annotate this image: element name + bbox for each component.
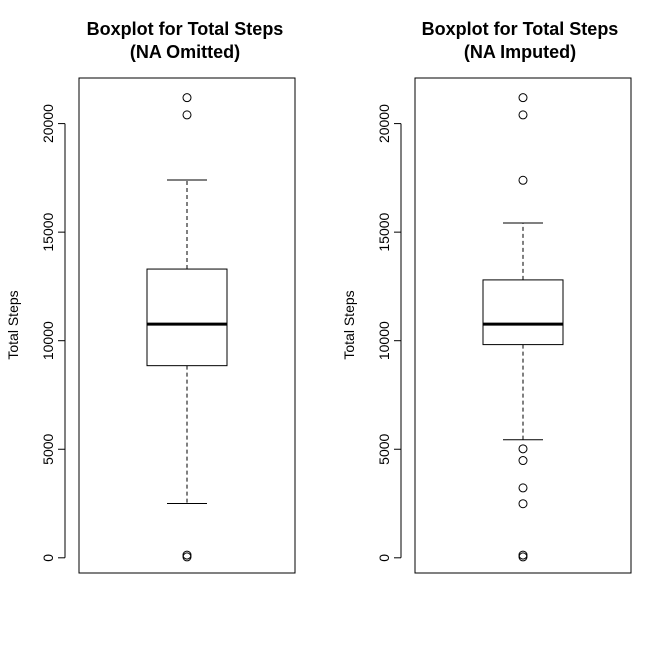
panel-2-outlier-point	[518, 483, 528, 493]
panel-2-outlier-point	[518, 175, 528, 185]
panel-2-outlier-point	[518, 552, 528, 562]
panel-1-y-tick-label-0: 0	[40, 554, 56, 562]
panel-1-y-tick-label-20000: 20000	[40, 104, 56, 143]
panel-1-y-tick-label-5000: 5000	[40, 433, 56, 464]
panel-2-outlier-point	[518, 444, 528, 454]
panel-2-y-tick-label-5000: 5000	[376, 433, 392, 464]
panel-1-outlier-point	[182, 550, 192, 560]
panel-2-y-tick-label-0: 0	[376, 554, 392, 562]
panel-2-y-axis-label: Total Steps	[341, 290, 357, 359]
panel-2-outlier-point	[518, 93, 528, 103]
panel-1-outlier-point	[182, 110, 192, 120]
panel-2-y-tick-label-20000: 20000	[376, 104, 392, 143]
panel-2-outlier-point	[518, 456, 528, 466]
panel-2-outlier-point	[518, 110, 528, 120]
panel-1-iqr-box	[146, 268, 228, 367]
panel-1-plot-frame	[78, 77, 296, 574]
panel-2-outlier-point	[518, 499, 528, 509]
panel-2-plot-frame	[414, 77, 632, 574]
panel-1-y-tick-label-15000: 15000	[40, 212, 56, 251]
panel-1-title-line-2: (NA Omitted)	[130, 42, 240, 62]
panel-2-title-line-1: Boxplot for Total Steps	[422, 19, 619, 39]
panel-2-iqr-box	[482, 279, 564, 346]
chart-panels: 0 5000 10000 15000 20000 0 5000 10000 15000 20000	[40, 77, 632, 574]
panel-1-outlier-point	[182, 552, 192, 562]
panel-1-y-tick-label-10000: 10000	[40, 321, 56, 360]
panel-1-y-axis-label: Total Steps	[5, 290, 21, 359]
panel-2-title-line-2: (NA Imputed)	[464, 42, 576, 62]
panel-2-y-tick-label-10000: 10000	[376, 321, 392, 360]
panel-2-outlier-point	[518, 550, 528, 560]
panel-2-y-tick-label-15000: 15000	[376, 212, 392, 251]
panel-1-title-line-1: Boxplot for Total Steps	[87, 19, 284, 39]
panel-1-outlier-point	[182, 93, 192, 103]
